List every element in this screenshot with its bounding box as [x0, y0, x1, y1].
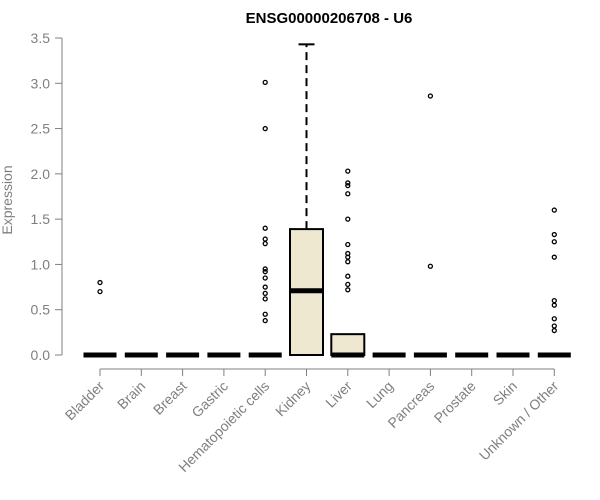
outlier-point [345, 241, 351, 248]
x-tick-label: Lung [363, 378, 396, 411]
outlier-point [551, 323, 557, 329]
boxes-group [83, 43, 571, 358]
x-tick-label: Bladder [62, 378, 108, 424]
outlier-point [551, 231, 557, 238]
outlier-point [262, 296, 268, 302]
y-tick-label: 2.0 [31, 166, 51, 182]
x-tick-label: Breast [150, 378, 190, 418]
outlier-point [345, 273, 351, 279]
outlier-point [345, 216, 351, 222]
outlier-point [262, 290, 268, 297]
outlier-point [551, 239, 557, 245]
outlier-point [262, 317, 268, 324]
x-tick-label: Kidney [272, 378, 314, 420]
outlier-point [551, 254, 557, 260]
outlier-point [97, 279, 103, 286]
outlier-point [262, 311, 268, 317]
x-tick-label: Prostate [431, 378, 479, 426]
outlier-point [97, 288, 103, 295]
outlier-point [345, 250, 351, 257]
outlier-point [551, 302, 557, 308]
box-hematopoietic-cells [248, 79, 282, 358]
outlier-point [262, 79, 268, 86]
outlier-point [551, 207, 557, 213]
outlier-point [262, 275, 268, 281]
outlier-point [345, 259, 351, 265]
outlier-point [262, 284, 268, 290]
y-tick-label: 3.5 [31, 30, 51, 46]
outlier-point [551, 316, 557, 322]
outlier-point [551, 298, 557, 304]
outlier-point [262, 269, 268, 275]
x-tick-label: Brain [114, 378, 148, 412]
y-tick-label: 0.0 [31, 347, 51, 363]
x-tick-label: Skin [490, 378, 521, 409]
box-bladder [83, 279, 117, 358]
outlier-point [262, 225, 268, 231]
box-kidney [289, 43, 324, 356]
box-rect [330, 333, 366, 357]
outlier-point [345, 182, 351, 189]
outlier-point [262, 125, 268, 132]
outlier-point [262, 266, 268, 272]
box-unknown-other [537, 207, 571, 358]
box-pancreas [413, 93, 447, 358]
y-tick-label: 2.5 [31, 121, 51, 137]
outlier-point [345, 287, 351, 293]
y-tick-label: 3.0 [31, 75, 51, 91]
y-tick-label: 0.5 [31, 302, 51, 318]
y-tick-label: 1.5 [31, 211, 51, 227]
y-tick-label: 1.0 [31, 256, 51, 272]
outlier-point [345, 281, 351, 288]
y-axis: 0.0 0.5 1.0 1.5 2.0 2.5 3.0 3.5 [31, 30, 63, 363]
outlier-point [262, 236, 268, 242]
box-liver [330, 168, 366, 358]
x-tick-label: Liver [322, 378, 355, 411]
outlier-point [551, 327, 557, 334]
chart-title: ENSG00000206708 - U6 [246, 10, 413, 27]
outlier-point [345, 168, 351, 174]
outlier-point [262, 240, 268, 247]
outlier-point [345, 180, 351, 186]
outlier-point [427, 93, 434, 99]
outlier-point [345, 191, 351, 197]
y-axis-label: Expression [0, 165, 15, 234]
outlier-point [427, 263, 434, 269]
